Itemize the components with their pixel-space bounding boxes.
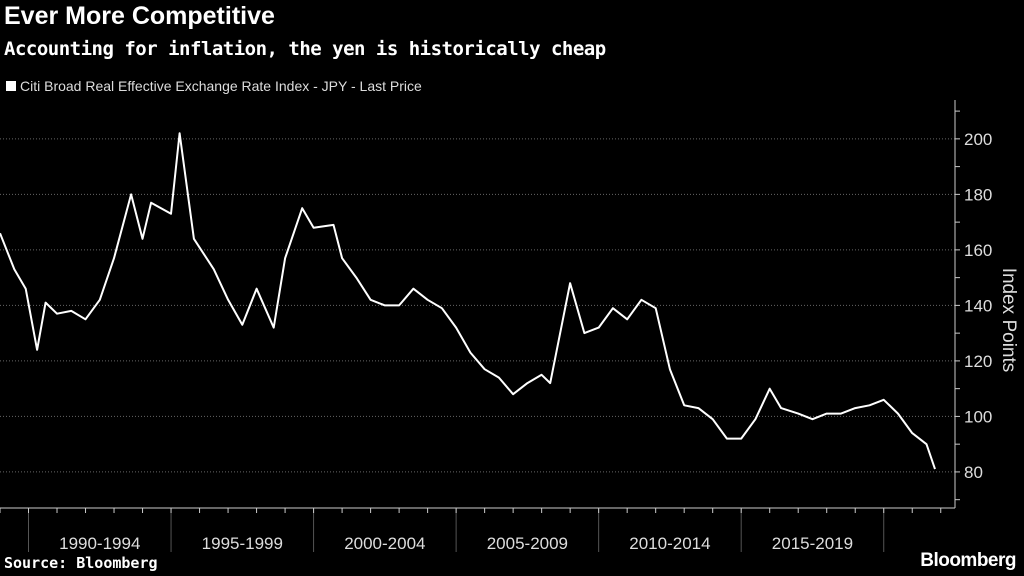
source-note: Source: Bloomberg [4, 554, 158, 572]
y-tick-label: 180 [964, 185, 992, 204]
x-tick-label: 1990-1994 [59, 534, 140, 553]
x-tick-label: 2010-2014 [629, 534, 710, 553]
x-tick-label: 2015-2019 [772, 534, 853, 553]
legend: Citi Broad Real Effective Exchange Rate … [6, 78, 422, 94]
legend-label: Citi Broad Real Effective Exchange Rate … [20, 78, 422, 94]
y-axis-label: Index Points [998, 268, 1019, 373]
y-tick-label: 80 [964, 463, 983, 482]
y-tick-label: 160 [964, 241, 992, 260]
y-tick-label: 140 [964, 296, 992, 315]
chart-title: Ever More Competitive [4, 2, 275, 30]
series-line [0, 132, 936, 470]
legend-swatch [6, 81, 16, 91]
y-tick-label: 200 [964, 130, 992, 149]
x-tick-label: 2000-2004 [344, 534, 425, 553]
x-tick-label: 1995-1999 [202, 534, 283, 553]
y-tick-label: 120 [964, 352, 992, 371]
chart-subtitle: Accounting for inflation, the yen is his… [4, 38, 606, 60]
x-tick-label: 2005-2009 [487, 534, 568, 553]
y-tick-label: 100 [964, 407, 992, 426]
bloomberg-logo: Bloomberg [920, 550, 1016, 571]
